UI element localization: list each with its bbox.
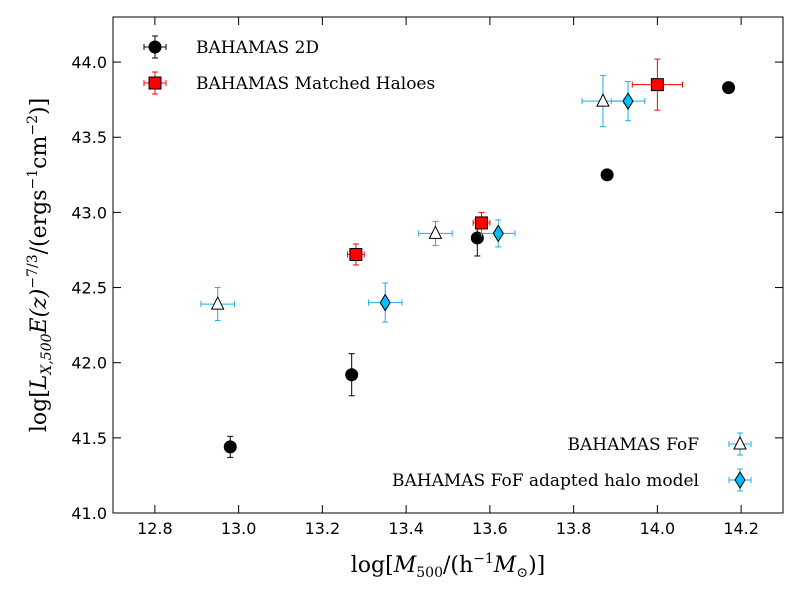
y-tick-label: 43.5 (71, 128, 107, 147)
legend-entry-bahamas-fof-adapted-halo-model: BAHAMAS FoF adapted halo model (392, 468, 752, 492)
data-point-circle (470, 231, 484, 245)
data-point-square (650, 78, 664, 92)
legend-error-bars (143, 35, 167, 59)
legend-label: BAHAMAS FoF (567, 435, 699, 455)
y-tick-label: 41.5 (71, 429, 107, 448)
data-marks (200, 58, 736, 458)
y-tick-label: 41.0 (71, 504, 107, 523)
data-point-circle (345, 368, 359, 382)
plot-frame (112, 16, 784, 514)
x-tick-label: 12.8 (137, 519, 173, 538)
data-point-square (349, 247, 363, 261)
legend-entry-bahamas-2d: BAHAMAS 2D (143, 35, 319, 59)
x-tick-label: 13.6 (472, 519, 508, 538)
x-tick-label: 13.4 (388, 519, 424, 538)
x-tick-label: 14.2 (723, 519, 759, 538)
x-tick-label: 13.0 (221, 519, 257, 538)
series-bahamas-fof-adapted-halo-model (367, 81, 646, 323)
x-tick-label: 13.2 (305, 519, 341, 538)
data-point-circle (223, 440, 237, 454)
series-bahamas-fof (200, 75, 625, 322)
legend-upper-left: BAHAMAS 2D BAHAMAS Matched Haloes (143, 35, 435, 95)
legend-lower-right: BAHAMAS FoF BAHAMAS FoF adapted halo mode… (392, 432, 752, 492)
y-tick-label: 44.0 (71, 53, 107, 72)
legend-marker-circle (148, 40, 162, 54)
data-point-triangle (596, 93, 610, 107)
y-tick-label: 42.5 (71, 279, 107, 298)
x-tick-label: 13.8 (556, 519, 592, 538)
data-point-circle (722, 81, 736, 95)
data-point-diamond (379, 293, 391, 312)
legend-label: BAHAMAS FoF adapted halo model (392, 471, 699, 491)
legend-entry-bahamas-fof: BAHAMAS FoF (567, 432, 752, 456)
legend-marker-square (148, 76, 162, 90)
legend-entry-bahamas-matched-haloes: BAHAMAS Matched Haloes (143, 71, 435, 95)
data-point-diamond (492, 224, 504, 243)
x-axis-label: log[M500/(h−1M⊙)] (351, 551, 545, 581)
legend-label: BAHAMAS Matched Haloes (196, 74, 435, 94)
legend-marker-triangle (733, 435, 747, 450)
y-tick-label: 42.0 (71, 354, 107, 373)
data-point-diamond (622, 92, 634, 111)
axis-ticks: 12.8 13.0 13.2 13.4 13.6 13.8 14.0 14.2 41.0 41.5… (71, 17, 783, 538)
legend-marker-diamond (734, 471, 746, 489)
series-bahamas-2d (223, 81, 736, 458)
y-axis-label: log[LX,500E(z)−7/3/(ergs−1cm−2)] (25, 98, 55, 432)
data-point-triangle (428, 225, 443, 239)
legend-label: BAHAMAS 2D (196, 38, 319, 58)
y-tick-label: 43.0 (71, 203, 107, 222)
x-tick-label: 14.0 (640, 519, 676, 538)
data-point-triangle (210, 295, 225, 310)
data-point-circle (600, 168, 614, 182)
data-point-square (475, 216, 488, 230)
